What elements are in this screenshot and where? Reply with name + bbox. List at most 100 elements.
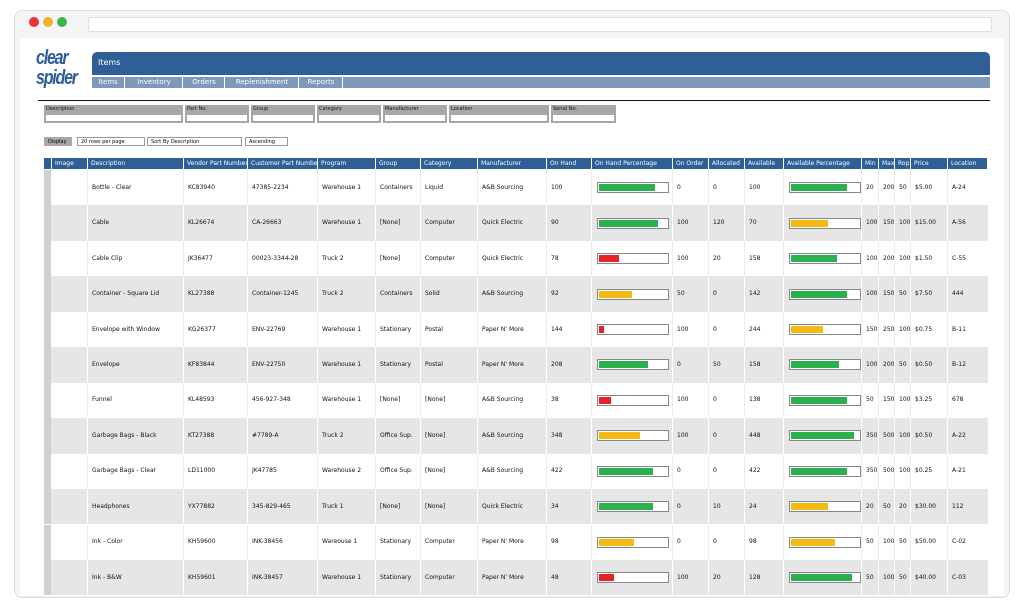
order-select[interactable]: Ascending (245, 137, 288, 146)
cell-divider (87, 453, 88, 490)
close-dot[interactable] (29, 17, 39, 27)
cell-divider (420, 559, 421, 596)
cell-divider (878, 524, 879, 560)
table-cell: 24 (749, 502, 757, 510)
filter-label: Serial No. (553, 106, 578, 112)
cell-divider (744, 559, 745, 596)
cell-divider (878, 489, 879, 525)
nav-tab[interactable]: Reports (300, 77, 343, 88)
cell-divider (708, 559, 709, 596)
table-cell: Postal (425, 325, 443, 333)
rows-select[interactable]: 20 rows per page (77, 137, 145, 146)
cell-divider (183, 311, 184, 348)
percentage-bar (597, 465, 669, 477)
table-cell: $7.50 (915, 290, 933, 298)
table-cell: [None] (425, 502, 446, 510)
table-cell: Bottle - Clear (92, 183, 132, 191)
cell-divider (708, 276, 709, 312)
cell-divider (672, 382, 673, 419)
percentage-fill (599, 432, 640, 440)
cell-divider (591, 489, 592, 525)
table-cell: 100 (866, 254, 878, 262)
nav-tab[interactable]: Items (92, 77, 125, 88)
table-cell: 422 (551, 467, 563, 475)
cell-divider (861, 418, 862, 454)
table-cell: 100 (899, 254, 911, 262)
table-cell: KL48593 (188, 396, 215, 404)
cell-divider (546, 311, 547, 348)
cell-divider (878, 311, 879, 348)
cell-divider (317, 276, 318, 312)
address-bar[interactable] (88, 17, 992, 32)
cell-divider (87, 489, 88, 525)
filter-input[interactable] (451, 115, 547, 121)
percentage-bar (597, 572, 669, 584)
table-cell: [None] (380, 219, 401, 227)
cell-divider (783, 382, 784, 419)
cell-divider (783, 276, 784, 312)
table-cell: 100 (899, 219, 911, 227)
cell-divider (317, 382, 318, 419)
cell-divider (183, 453, 184, 490)
cell-divider (420, 382, 421, 419)
percentage-fill (599, 396, 612, 404)
row-stub (44, 382, 51, 419)
sort-select[interactable]: Sort By Description (147, 137, 242, 146)
cell-divider (672, 205, 673, 241)
maximize-dot[interactable] (57, 17, 67, 27)
table-cell: 100 (677, 254, 689, 262)
cell-divider (87, 311, 88, 348)
minimize-dot[interactable] (43, 17, 53, 27)
table-cell: Computer (425, 573, 455, 581)
cell-divider (183, 382, 184, 419)
percentage-bar (597, 288, 669, 300)
cell-divider (708, 240, 709, 277)
cell-divider (183, 559, 184, 596)
display-button[interactable]: Display (44, 137, 72, 146)
table-cell: Truck 1 (322, 502, 344, 510)
percentage-fill (599, 255, 620, 263)
row-stub (44, 489, 51, 525)
filter-label: Manufacturer (385, 106, 419, 112)
filter-input[interactable] (319, 115, 379, 121)
nav-tab[interactable]: Inventory (126, 77, 183, 88)
table-cell: 138 (749, 396, 761, 404)
row-stub (44, 347, 51, 383)
table-cell: A&B Sourcing (482, 431, 524, 439)
cell-divider (591, 382, 592, 419)
filter-box: Manufacturer (383, 105, 447, 123)
cell-divider (744, 453, 745, 490)
table-cell: 100 (899, 325, 911, 333)
table-cell: 244 (749, 325, 761, 333)
filter-label: Category (319, 106, 342, 112)
filter-input[interactable] (385, 115, 445, 121)
cell-divider (783, 418, 784, 454)
nav-tab[interactable]: Orders (184, 77, 225, 88)
filter-input[interactable] (187, 115, 247, 121)
filter-input[interactable] (553, 115, 614, 121)
table-cell: 120 (713, 219, 725, 227)
cell-divider (783, 205, 784, 241)
cell-divider (672, 170, 673, 206)
table-cell: 150 (883, 396, 895, 404)
cell-divider (708, 170, 709, 206)
cell-divider (947, 418, 948, 454)
cell-divider (947, 170, 948, 206)
table-cell: 112 (952, 502, 964, 510)
table-cell: Envelope (92, 360, 120, 368)
percentage-fill (791, 538, 836, 546)
logo: clear spider (36, 48, 79, 88)
filter-input[interactable] (46, 115, 181, 121)
table-cell: Cable (92, 219, 110, 227)
table-cell: CA-26663 (252, 219, 282, 227)
cell-divider (744, 347, 745, 383)
header-stub (44, 158, 51, 169)
column-header: On Order (673, 158, 709, 169)
percentage-bar (597, 394, 669, 406)
filter-input[interactable] (253, 115, 313, 121)
cell-divider (546, 347, 547, 383)
nav-tab[interactable]: Replenishment (226, 77, 299, 88)
nav-bar: Items Inventory Orders Replenishment Reports (92, 77, 990, 88)
table-cell: 50 (866, 396, 874, 404)
